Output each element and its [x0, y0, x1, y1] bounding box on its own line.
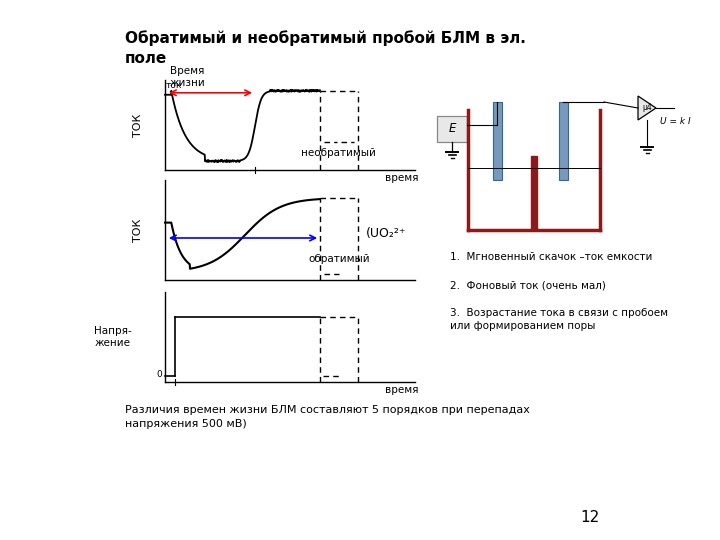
Text: Время
жизни: Время жизни — [170, 66, 206, 88]
Bar — [559, 102, 567, 180]
Text: ТОК: ТОК — [133, 113, 143, 137]
Bar — [492, 102, 502, 180]
Bar — [437, 116, 467, 142]
Text: необратимый: необратимый — [301, 148, 376, 158]
Text: 2.  Фоновый ток (очень мал): 2. Фоновый ток (очень мал) — [450, 280, 606, 290]
Text: ТОК: ТОК — [133, 218, 143, 242]
Text: 12: 12 — [580, 510, 600, 525]
Text: обратимый: обратимый — [308, 254, 369, 264]
Text: Обратимый и необратимый пробой БЛМ в эл.
поле: Обратимый и необратимый пробой БЛМ в эл.… — [125, 30, 526, 65]
Bar — [531, 156, 537, 230]
Text: время: время — [384, 173, 418, 183]
Text: 1.  Мгновенный скачок –ток емкости: 1. Мгновенный скачок –ток емкости — [450, 252, 652, 262]
Polygon shape — [638, 96, 656, 120]
Text: μ4: μ4 — [642, 104, 652, 112]
Text: Различия времен жизни БЛМ составляют 5 порядков при перепадах
напряжения 500 мВ): Различия времен жизни БЛМ составляют 5 п… — [125, 405, 530, 429]
Text: E: E — [449, 123, 456, 136]
Text: 3.  Возрастание тока в связи с пробоем
или формированием поры: 3. Возрастание тока в связи с пробоем ил… — [450, 308, 668, 331]
Text: 0: 0 — [156, 370, 162, 379]
Text: Напря-
жение: Напря- жение — [94, 326, 132, 348]
Text: ток: ток — [166, 81, 182, 90]
Text: U = k I: U = k I — [660, 118, 690, 126]
Text: (UO₂²⁺: (UO₂²⁺ — [366, 227, 406, 240]
Text: время: время — [384, 385, 418, 395]
